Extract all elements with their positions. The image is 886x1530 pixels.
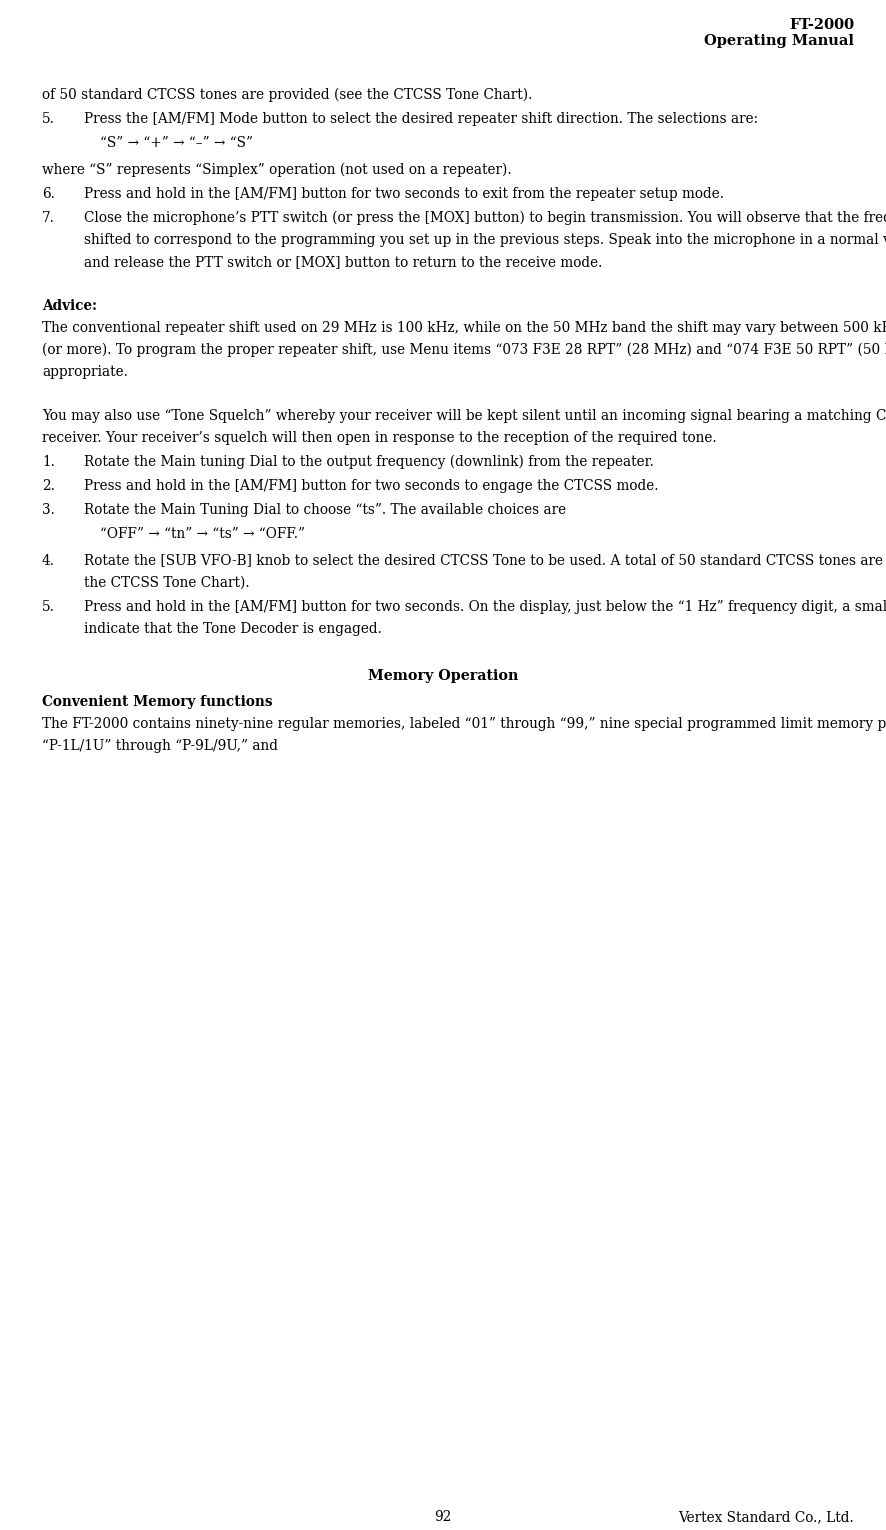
Text: shifted to correspond to the programming you set up in the previous steps. Speak: shifted to correspond to the programming…	[84, 233, 886, 246]
Text: “OFF” → “tn” → “ts” → “OFF.”: “OFF” → “tn” → “ts” → “OFF.”	[100, 526, 305, 540]
Text: 3.: 3.	[42, 502, 55, 517]
Text: Rotate the [SUB VFO-B] knob to select the desired CTCSS Tone to be used. A total: Rotate the [SUB VFO-B] knob to select th…	[84, 554, 886, 568]
Text: 2.: 2.	[42, 479, 55, 493]
Text: 1.: 1.	[42, 454, 55, 468]
Text: “P-1L/1U” through “P-9L/9U,” and: “P-1L/1U” through “P-9L/9U,” and	[42, 739, 278, 753]
Text: FT-2000: FT-2000	[789, 18, 854, 32]
Text: Memory Operation: Memory Operation	[368, 670, 518, 684]
Text: Press and hold in the [AM/FM] button for two seconds. On the display, just below: Press and hold in the [AM/FM] button for…	[84, 600, 886, 614]
Text: “S” → “+” → “–” → “S”: “S” → “+” → “–” → “S”	[100, 136, 253, 150]
Text: of 50 standard CTCSS tones are provided (see the CTCSS Tone Chart).: of 50 standard CTCSS tones are provided …	[42, 89, 532, 103]
Text: and release the PTT switch or [MOX] button to return to the receive mode.: and release the PTT switch or [MOX] butt…	[84, 256, 602, 269]
Text: You may also use “Tone Squelch” whereby your receiver will be kept silent until : You may also use “Tone Squelch” whereby …	[42, 409, 886, 422]
Text: 92: 92	[434, 1510, 452, 1524]
Text: Press and hold in the [AM/FM] button for two seconds to engage the CTCSS mode.: Press and hold in the [AM/FM] button for…	[84, 479, 658, 493]
Text: receiver. Your receiver’s squelch will then open in response to the reception of: receiver. Your receiver’s squelch will t…	[42, 430, 717, 445]
Text: 4.: 4.	[42, 554, 55, 568]
Text: appropriate.: appropriate.	[42, 364, 128, 379]
Text: Vertex Standard Co., Ltd.: Vertex Standard Co., Ltd.	[679, 1510, 854, 1524]
Text: The conventional repeater shift used on 29 MHz is 100 kHz, while on the 50 MHz b: The conventional repeater shift used on …	[42, 321, 886, 335]
Text: 5.: 5.	[42, 112, 55, 125]
Text: 7.: 7.	[42, 211, 55, 225]
Text: Operating Manual: Operating Manual	[704, 34, 854, 47]
Text: Rotate the Main Tuning Dial to choose “ts”. The available choices are: Rotate the Main Tuning Dial to choose “t…	[84, 502, 566, 517]
Text: Rotate the Main tuning Dial to the output frequency (downlink) from the repeater: Rotate the Main tuning Dial to the outpu…	[84, 454, 654, 470]
Text: Advice:: Advice:	[42, 298, 97, 312]
Text: Convenient Memory functions: Convenient Memory functions	[42, 696, 273, 710]
Text: Close the microphone’s PTT switch (or press the [MOX] button) to begin transmiss: Close the microphone’s PTT switch (or pr…	[84, 211, 886, 225]
Text: Press and hold in the [AM/FM] button for two seconds to exit from the repeater s: Press and hold in the [AM/FM] button for…	[84, 187, 724, 200]
Text: where “S” represents “Simplex” operation (not used on a repeater).: where “S” represents “Simplex” operation…	[42, 164, 511, 177]
Text: 5.: 5.	[42, 600, 55, 614]
Text: The FT-2000 contains ninety-nine regular memories, labeled “01” through “99,” ni: The FT-2000 contains ninety-nine regular…	[42, 718, 886, 731]
Text: the CTCSS Tone Chart).: the CTCSS Tone Chart).	[84, 575, 250, 589]
Text: (or more). To program the proper repeater shift, use Menu items “073 F3E 28 RPT”: (or more). To program the proper repeate…	[42, 343, 886, 356]
Text: 6.: 6.	[42, 187, 55, 200]
Text: indicate that the Tone Decoder is engaged.: indicate that the Tone Decoder is engage…	[84, 621, 382, 635]
Text: Press the [AM/FM] Mode button to select the desired repeater shift direction. Th: Press the [AM/FM] Mode button to select …	[84, 112, 758, 125]
